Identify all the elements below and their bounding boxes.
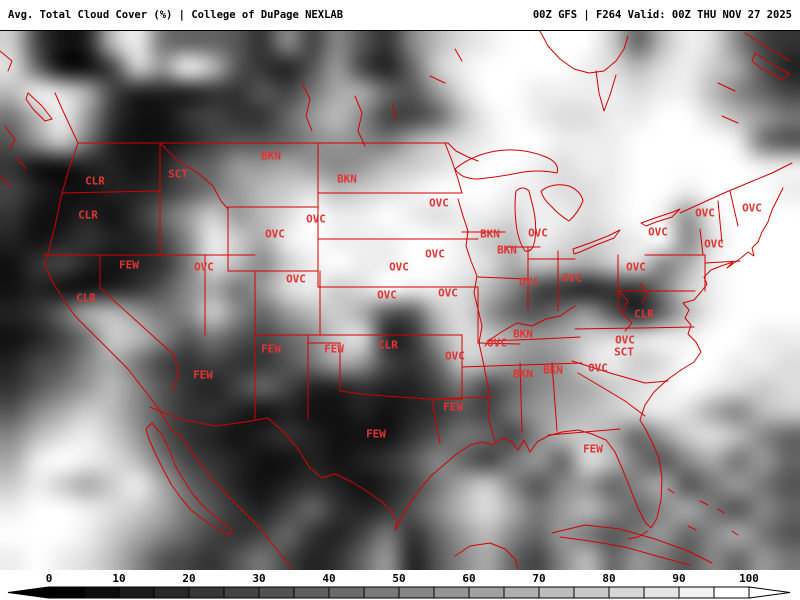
cloud-category-labels: CLR SCT CLR BKN BKN OVC OVC OVC BKN OVC OVC OVC OVC B…: [0, 31, 800, 571]
product-title: Avg. Total Cloud Cover (%) | College of …: [8, 9, 344, 21]
cloud-category-label: OVC: [286, 272, 306, 286]
cloud-category-label: FEW: [324, 342, 344, 356]
cloud-category-label: BKN: [513, 327, 533, 341]
cloud-category-label: FEW: [583, 442, 603, 456]
cloud-cover-field-canvas: [0, 31, 800, 571]
cloud-category-label: SCT: [614, 345, 634, 359]
colorbar-tick-label: 60: [462, 572, 476, 585]
colorbar-tick-label: 50: [392, 572, 406, 585]
colorbar-tick-label: 70: [532, 572, 546, 585]
cloud-category-label: OVC: [615, 333, 635, 347]
cloud-category-label: OVC: [588, 361, 608, 375]
cloud-category-label: OVC: [389, 260, 409, 274]
cloud-category-label: OVC: [487, 336, 507, 350]
cloud-category-label: BKN: [543, 363, 563, 377]
cloud-category-label: OVC: [194, 260, 214, 274]
cloud-category-label: OVC: [528, 226, 548, 240]
title-bar: Avg. Total Cloud Cover (%) | College of …: [0, 0, 800, 30]
cloud-category-label: OVC: [265, 227, 285, 241]
cloud-category-label: FEW: [443, 400, 463, 414]
cloud-category-label: OVC: [377, 288, 397, 302]
cloud-category-label: OVC: [519, 275, 539, 289]
cloud-category-label: OVC: [648, 225, 668, 239]
cloud-cover-map: CLR SCT CLR BKN BKN OVC OVC OVC BKN OVC OVC OVC OVC B…: [0, 30, 800, 571]
colorbar-tick-label: 40: [322, 572, 336, 585]
cloud-category-label: OVC: [429, 196, 449, 210]
cloud-category-label: BKN: [261, 149, 281, 163]
cloud-category-label: CLR: [85, 174, 105, 188]
colorbar-tick-label: 0: [45, 572, 53, 585]
cloud-category-label: FEW: [261, 342, 281, 356]
colorbar-tick-label: 30: [252, 572, 266, 585]
model-valid-time: 00Z GFS | F264 Valid: 00Z THU NOV 27 202…: [532, 9, 792, 21]
colorbar-tick-label: 100: [739, 572, 759, 585]
cloud-category-label: CLR: [634, 307, 654, 321]
colorbar-tick-label: 90: [672, 572, 686, 585]
cloud-category-label: FEW: [193, 368, 213, 382]
colorbar-tick-label: 20: [182, 572, 196, 585]
cloud-category-label: BKN: [497, 243, 517, 257]
colorbar: 0 10 20 30 40 50 60 70 80 90 100: [0, 570, 800, 600]
colorbar-gradient-bar: [7, 586, 791, 599]
colorbar-tick-label: 80: [602, 572, 616, 585]
cloud-category-label: OVC: [425, 247, 445, 261]
cloud-category-label: OVC: [438, 286, 458, 300]
geography-boundaries: [0, 31, 793, 570]
cloud-category-label: OVC: [695, 206, 715, 220]
colorbar-tick-label: 10: [112, 572, 126, 585]
cloud-category-label: BKN: [337, 172, 357, 186]
cloud-category-label: FEW: [366, 427, 386, 441]
cloud-category-label: OVC: [626, 260, 646, 274]
cloud-category-label: CLR: [76, 291, 96, 305]
cloud-category-label: OVC: [445, 349, 465, 363]
cloud-category-label: FEW: [119, 258, 139, 272]
cloud-category-label: OVC: [704, 237, 724, 251]
cloud-category-label: SCT: [168, 167, 188, 181]
cloud-category-label: OVC: [562, 271, 582, 285]
cloud-category-label: BKN: [480, 227, 500, 241]
cloud-category-label: CLR: [78, 208, 98, 222]
cloud-category-label: CLR: [378, 338, 398, 352]
cloud-category-label: OVC: [742, 201, 762, 215]
cloud-category-label: OVC: [306, 212, 326, 226]
cloud-category-label: BKN: [513, 367, 533, 381]
